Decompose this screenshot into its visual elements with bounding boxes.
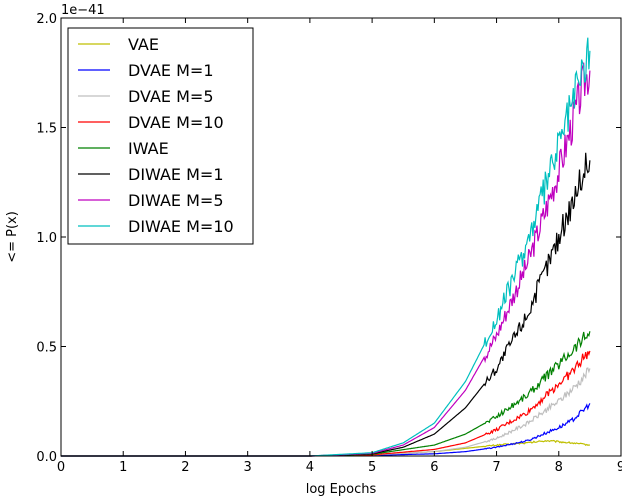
y-tick-label: 0.0 — [36, 450, 57, 465]
legend-label: DVAE M=5 — [128, 87, 214, 106]
series-line-0 — [61, 439, 590, 457]
x-tick-label: 8 — [555, 460, 563, 475]
axis-ticks: 0 1 2 3 4 5 6 7 8 9 0.0 0.5 1.0 1.5 2.0 — [36, 12, 622, 475]
series-line-4 — [61, 331, 591, 457]
x-tick-label: 2 — [181, 460, 189, 475]
x-axis-label: log Epochs — [306, 482, 377, 497]
series-line-1 — [61, 403, 591, 457]
y-tick-label: 1.5 — [36, 122, 57, 137]
legend: VAE DVAE M=1 DVAE M=5 DVAE M=10 IWAE DIWAE M=… — [67, 27, 254, 245]
x-tick-label: 5 — [368, 460, 376, 475]
y-tick-label: 2.0 — [36, 12, 57, 27]
y-tick-label: 0.5 — [36, 341, 57, 356]
y-axis-label: <= P(x) — [5, 211, 20, 263]
legend-label: VAE — [128, 35, 159, 54]
x-tick-label: 9 — [617, 460, 622, 475]
legend-label: DVAE M=10 — [128, 113, 224, 132]
y-offset-label: 1e−41 — [61, 3, 105, 18]
legend-label: DVAE M=1 — [128, 61, 214, 80]
legend-box — [67, 27, 254, 245]
y-tick-label: 1.0 — [36, 231, 57, 246]
x-tick-label: 0 — [57, 460, 65, 475]
x-tick-label: 7 — [492, 460, 500, 475]
x-tick-label: 6 — [430, 460, 438, 475]
x-tick-label: 4 — [306, 460, 314, 475]
legend-label: IWAE — [128, 139, 169, 158]
series-line-2 — [61, 367, 591, 457]
x-tick-label: 1 — [119, 460, 127, 475]
legend-label: DIWAE M=10 — [128, 217, 234, 236]
series-line-3 — [61, 350, 591, 457]
x-tick-label: 3 — [244, 460, 252, 475]
legend-label: DIWAE M=1 — [128, 165, 224, 184]
legend-label: DIWAE M=5 — [128, 191, 224, 210]
